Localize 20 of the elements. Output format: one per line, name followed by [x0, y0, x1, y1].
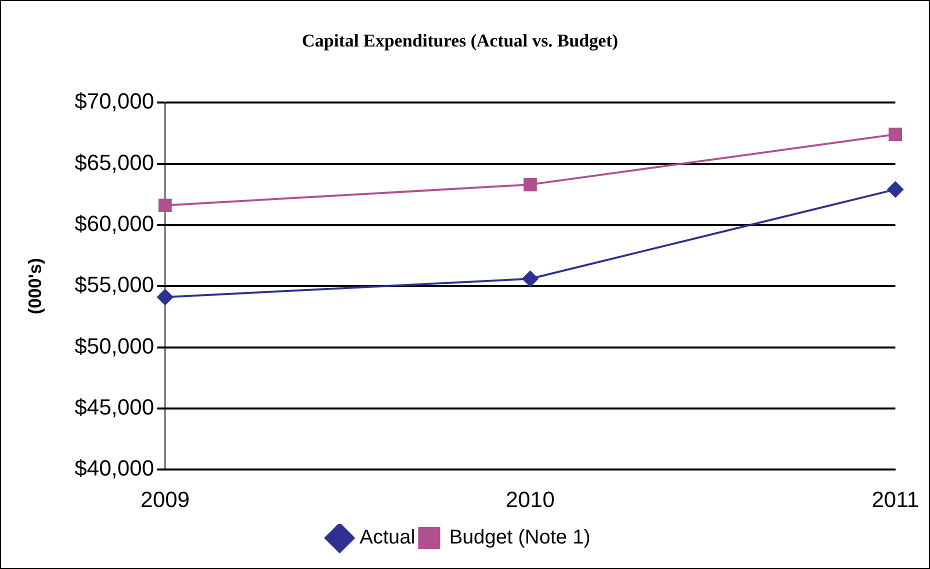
x-tick-label: 2011 — [872, 486, 919, 512]
y-tick-label: $40,000 — [74, 456, 154, 481]
point — [158, 198, 172, 212]
y-tick-label: $45,000 — [74, 394, 154, 420]
point — [522, 270, 538, 287]
y-tick-label: $55,000 — [74, 272, 154, 298]
point — [888, 128, 902, 142]
y-tick-label: $60,000 — [74, 210, 154, 236]
point — [524, 178, 537, 192]
y-tick-label: $65,000 — [74, 150, 154, 175]
y-axis-title: (000's) — [24, 258, 45, 314]
chart-title: Capital Expenditures (Actual vs. Budget) — [302, 30, 618, 50]
legend-label: Actual — [360, 526, 416, 549]
x-tick-label: 2010 — [506, 486, 555, 512]
x-tick-label: 2009 — [140, 486, 190, 512]
point — [157, 289, 174, 306]
y-tick-label: $50,000 — [74, 333, 154, 358]
legend-label: Budget (Note 1) — [449, 526, 590, 549]
y-tick-label: $70,000 — [74, 88, 154, 114]
point — [887, 181, 904, 198]
